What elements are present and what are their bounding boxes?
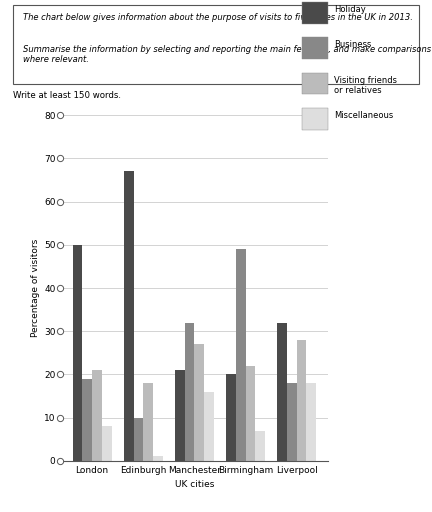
Bar <box>306 383 316 461</box>
Bar <box>175 370 185 461</box>
Bar <box>153 457 163 461</box>
Bar <box>302 73 328 94</box>
Bar <box>133 418 143 461</box>
Text: Summarise the information by selecting and reporting the main features, and make: Summarise the information by selecting a… <box>23 45 431 64</box>
Bar <box>102 426 111 461</box>
Bar <box>245 366 255 461</box>
X-axis label: UK cities: UK cities <box>175 480 214 489</box>
Bar <box>287 383 297 461</box>
Text: Holiday: Holiday <box>334 5 365 14</box>
FancyBboxPatch shape <box>13 5 419 84</box>
Bar <box>83 379 92 461</box>
Bar <box>185 323 194 461</box>
Bar <box>124 172 133 461</box>
Bar <box>92 370 102 461</box>
Bar <box>277 323 287 461</box>
Bar <box>143 383 153 461</box>
Text: Visiting friends
or relatives: Visiting friends or relatives <box>334 76 397 95</box>
Text: Write at least 150 words.: Write at least 150 words. <box>13 92 121 100</box>
Bar <box>297 340 306 461</box>
Bar <box>194 344 204 461</box>
Bar <box>255 431 265 461</box>
Bar <box>226 374 236 461</box>
Bar <box>236 249 245 461</box>
Text: Miscellaneous: Miscellaneous <box>334 111 393 120</box>
Bar <box>204 392 214 461</box>
Y-axis label: Percentage of visitors: Percentage of visitors <box>31 239 40 337</box>
Bar <box>302 37 328 59</box>
Bar <box>302 108 328 130</box>
Text: The chart below gives information about the purpose of visits to five cities in : The chart below gives information about … <box>23 13 413 22</box>
Text: Business: Business <box>334 40 371 50</box>
Bar <box>73 245 83 461</box>
Bar <box>302 2 328 24</box>
